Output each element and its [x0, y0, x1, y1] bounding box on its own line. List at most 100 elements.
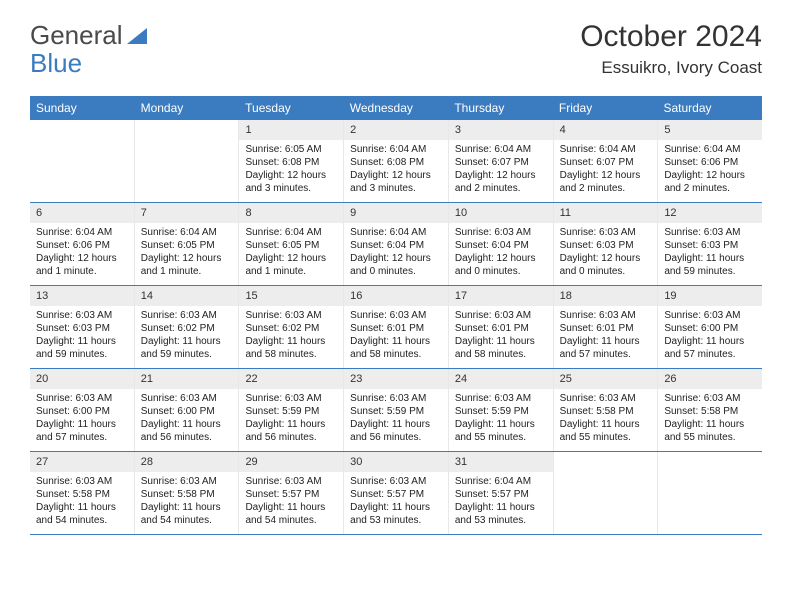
daylight-text: Daylight: 11 hours and 55 minutes. — [455, 418, 547, 444]
day-info: Sunrise: 6:03 AMSunset: 5:59 PMDaylight:… — [449, 389, 553, 447]
day-number: 20 — [30, 369, 134, 389]
sunset-text: Sunset: 6:04 PM — [350, 239, 442, 252]
sunrise-text: Sunrise: 6:03 AM — [245, 475, 337, 488]
day-cell: 17Sunrise: 6:03 AMSunset: 6:01 PMDayligh… — [449, 286, 554, 368]
sunset-text: Sunset: 6:01 PM — [560, 322, 652, 335]
sunrise-text: Sunrise: 6:03 AM — [36, 309, 128, 322]
day-number: 11 — [554, 203, 658, 223]
daylight-text: Daylight: 11 hours and 54 minutes. — [245, 501, 337, 527]
sunset-text: Sunset: 5:59 PM — [350, 405, 442, 418]
sunset-text: Sunset: 6:04 PM — [455, 239, 547, 252]
day-cell: 8Sunrise: 6:04 AMSunset: 6:05 PMDaylight… — [239, 203, 344, 285]
daylight-text: Daylight: 12 hours and 3 minutes. — [245, 169, 337, 195]
day-cell: 12Sunrise: 6:03 AMSunset: 6:03 PMDayligh… — [658, 203, 762, 285]
sunrise-text: Sunrise: 6:04 AM — [560, 143, 652, 156]
daylight-text: Daylight: 12 hours and 1 minute. — [141, 252, 233, 278]
day-number: 28 — [135, 452, 239, 472]
sunrise-text: Sunrise: 6:04 AM — [455, 143, 547, 156]
day-info: Sunrise: 6:04 AMSunset: 6:06 PMDaylight:… — [30, 223, 134, 281]
weekday-header: Saturday — [657, 96, 762, 120]
day-info: Sunrise: 6:03 AMSunset: 5:58 PMDaylight:… — [554, 389, 658, 447]
weekday-header: Monday — [135, 96, 240, 120]
day-cell: 24Sunrise: 6:03 AMSunset: 5:59 PMDayligh… — [449, 369, 554, 451]
day-cell: 28Sunrise: 6:03 AMSunset: 5:58 PMDayligh… — [135, 452, 240, 534]
sunrise-text: Sunrise: 6:03 AM — [455, 392, 547, 405]
day-cell: 1Sunrise: 6:05 AMSunset: 6:08 PMDaylight… — [239, 120, 344, 202]
day-cell: 15Sunrise: 6:03 AMSunset: 6:02 PMDayligh… — [239, 286, 344, 368]
daylight-text: Daylight: 11 hours and 53 minutes. — [350, 501, 442, 527]
day-cell: 25Sunrise: 6:03 AMSunset: 5:58 PMDayligh… — [554, 369, 659, 451]
day-cell — [135, 120, 240, 202]
day-number: 22 — [239, 369, 343, 389]
sunset-text: Sunset: 6:03 PM — [36, 322, 128, 335]
day-cell: 31Sunrise: 6:04 AMSunset: 5:57 PMDayligh… — [449, 452, 554, 534]
sunset-text: Sunset: 5:58 PM — [36, 488, 128, 501]
month-title: October 2024 — [580, 20, 762, 54]
day-info: Sunrise: 6:04 AMSunset: 6:07 PMDaylight:… — [554, 140, 658, 198]
day-number: 17 — [449, 286, 553, 306]
sunrise-text: Sunrise: 6:03 AM — [36, 392, 128, 405]
week-row: 27 Sunrise: 6:03 AM Sunset: 5:58 PM Dayligh… — [30, 452, 762, 535]
day-info: Sunrise: 6:05 AMSunset: 6:08 PMDaylight:… — [239, 140, 343, 198]
sunset-text: Sunset: 5:57 PM — [350, 488, 442, 501]
day-number: 30 — [344, 452, 448, 472]
day-number: 18 — [554, 286, 658, 306]
day-number — [30, 120, 134, 126]
sunset-text: Sunset: 6:00 PM — [664, 322, 756, 335]
day-number: 6 — [30, 203, 134, 223]
day-info: Sunrise: 6:03 AMSunset: 6:04 PMDaylight:… — [449, 223, 553, 281]
sunrise-text: Sunrise: 6:03 AM — [664, 392, 756, 405]
sunrise-text: Sunrise: 6:03 AM — [455, 309, 547, 322]
day-number: 27 — [30, 452, 134, 472]
day-info: Sunrise: 6:04 AMSunset: 6:06 PMDaylight:… — [658, 140, 762, 198]
sunset-text: Sunset: 6:05 PM — [245, 239, 337, 252]
sunset-text: Sunset: 6:03 PM — [560, 239, 652, 252]
day-info: Sunrise: 6:03 AMSunset: 6:00 PMDaylight:… — [658, 306, 762, 364]
daylight-text: Daylight: 11 hours and 55 minutes. — [560, 418, 652, 444]
sunset-text: Sunset: 6:00 PM — [36, 405, 128, 418]
sunset-text: Sunset: 6:01 PM — [455, 322, 547, 335]
day-number: 14 — [135, 286, 239, 306]
day-info: Sunrise: 6:04 AMSunset: 6:08 PMDaylight:… — [344, 140, 448, 198]
sunrise-text: Sunrise: 6:03 AM — [141, 475, 233, 488]
day-info: Sunrise: 6:04 AMSunset: 6:04 PMDaylight:… — [344, 223, 448, 281]
sunrise-text: Sunrise: 6:03 AM — [664, 226, 756, 239]
sunset-text: Sunset: 6:01 PM — [350, 322, 442, 335]
sunrise-text: Sunrise: 6:03 AM — [350, 392, 442, 405]
daylight-text: Daylight: 11 hours and 53 minutes. — [455, 501, 547, 527]
day-cell: 23Sunrise: 6:03 AMSunset: 5:59 PMDayligh… — [344, 369, 449, 451]
day-cell: 26Sunrise: 6:03 AMSunset: 5:58 PMDayligh… — [658, 369, 762, 451]
title-block: October 2024 Essuikro, Ivory Coast — [580, 20, 762, 78]
day-info: Sunrise: 6:03 AMSunset: 5:59 PMDaylight:… — [344, 389, 448, 447]
weekday-header: Thursday — [448, 96, 553, 120]
logo: General — [30, 20, 149, 51]
day-number: 4 — [554, 120, 658, 140]
day-info: Sunrise: 6:03 AMSunset: 5:58 PMDaylight:… — [658, 389, 762, 447]
logo-triangle-icon — [127, 26, 149, 46]
day-number: 29 — [239, 452, 343, 472]
week-row: 1Sunrise: 6:05 AMSunset: 6:08 PMDaylight… — [30, 120, 762, 203]
day-cell: 3Sunrise: 6:04 AMSunset: 6:07 PMDaylight… — [449, 120, 554, 202]
day-cell: 16Sunrise: 6:03 AMSunset: 6:01 PMDayligh… — [344, 286, 449, 368]
sunrise-text: Sunrise: 6:03 AM — [350, 309, 442, 322]
day-cell: 27Sunrise: 6:03 AMSunset: 5:58 PMDayligh… — [30, 452, 135, 534]
day-number: 31 — [449, 452, 553, 472]
daylight-text: Daylight: 11 hours and 55 minutes. — [664, 418, 756, 444]
day-info: Sunrise: 6:03 AMSunset: 5:59 PMDaylight:… — [239, 389, 343, 447]
location: Essuikro, Ivory Coast — [580, 58, 762, 78]
sunset-text: Sunset: 5:59 PM — [455, 405, 547, 418]
day-cell: 11Sunrise: 6:03 AMSunset: 6:03 PMDayligh… — [554, 203, 659, 285]
calendar: SundayMondayTuesdayWednesdayThursdayFrid… — [30, 96, 762, 535]
day-cell: 20Sunrise: 6:03 AMSunset: 6:00 PMDayligh… — [30, 369, 135, 451]
sunrise-text: Sunrise: 6:04 AM — [141, 226, 233, 239]
sunset-text: Sunset: 6:00 PM — [141, 405, 233, 418]
sunset-text: Sunset: 5:59 PM — [245, 405, 337, 418]
day-number: 23 — [344, 369, 448, 389]
day-number: 16 — [344, 286, 448, 306]
day-cell: 30Sunrise: 6:03 AMSunset: 5:57 PMDayligh… — [344, 452, 449, 534]
weekday-header: Sunday — [30, 96, 135, 120]
daylight-text: Daylight: 11 hours and 56 minutes. — [141, 418, 233, 444]
day-cell: 5Sunrise: 6:04 AMSunset: 6:06 PMDaylight… — [658, 120, 762, 202]
sunrise-text: Sunrise: 6:04 AM — [455, 475, 547, 488]
sunset-text: Sunset: 5:57 PM — [245, 488, 337, 501]
